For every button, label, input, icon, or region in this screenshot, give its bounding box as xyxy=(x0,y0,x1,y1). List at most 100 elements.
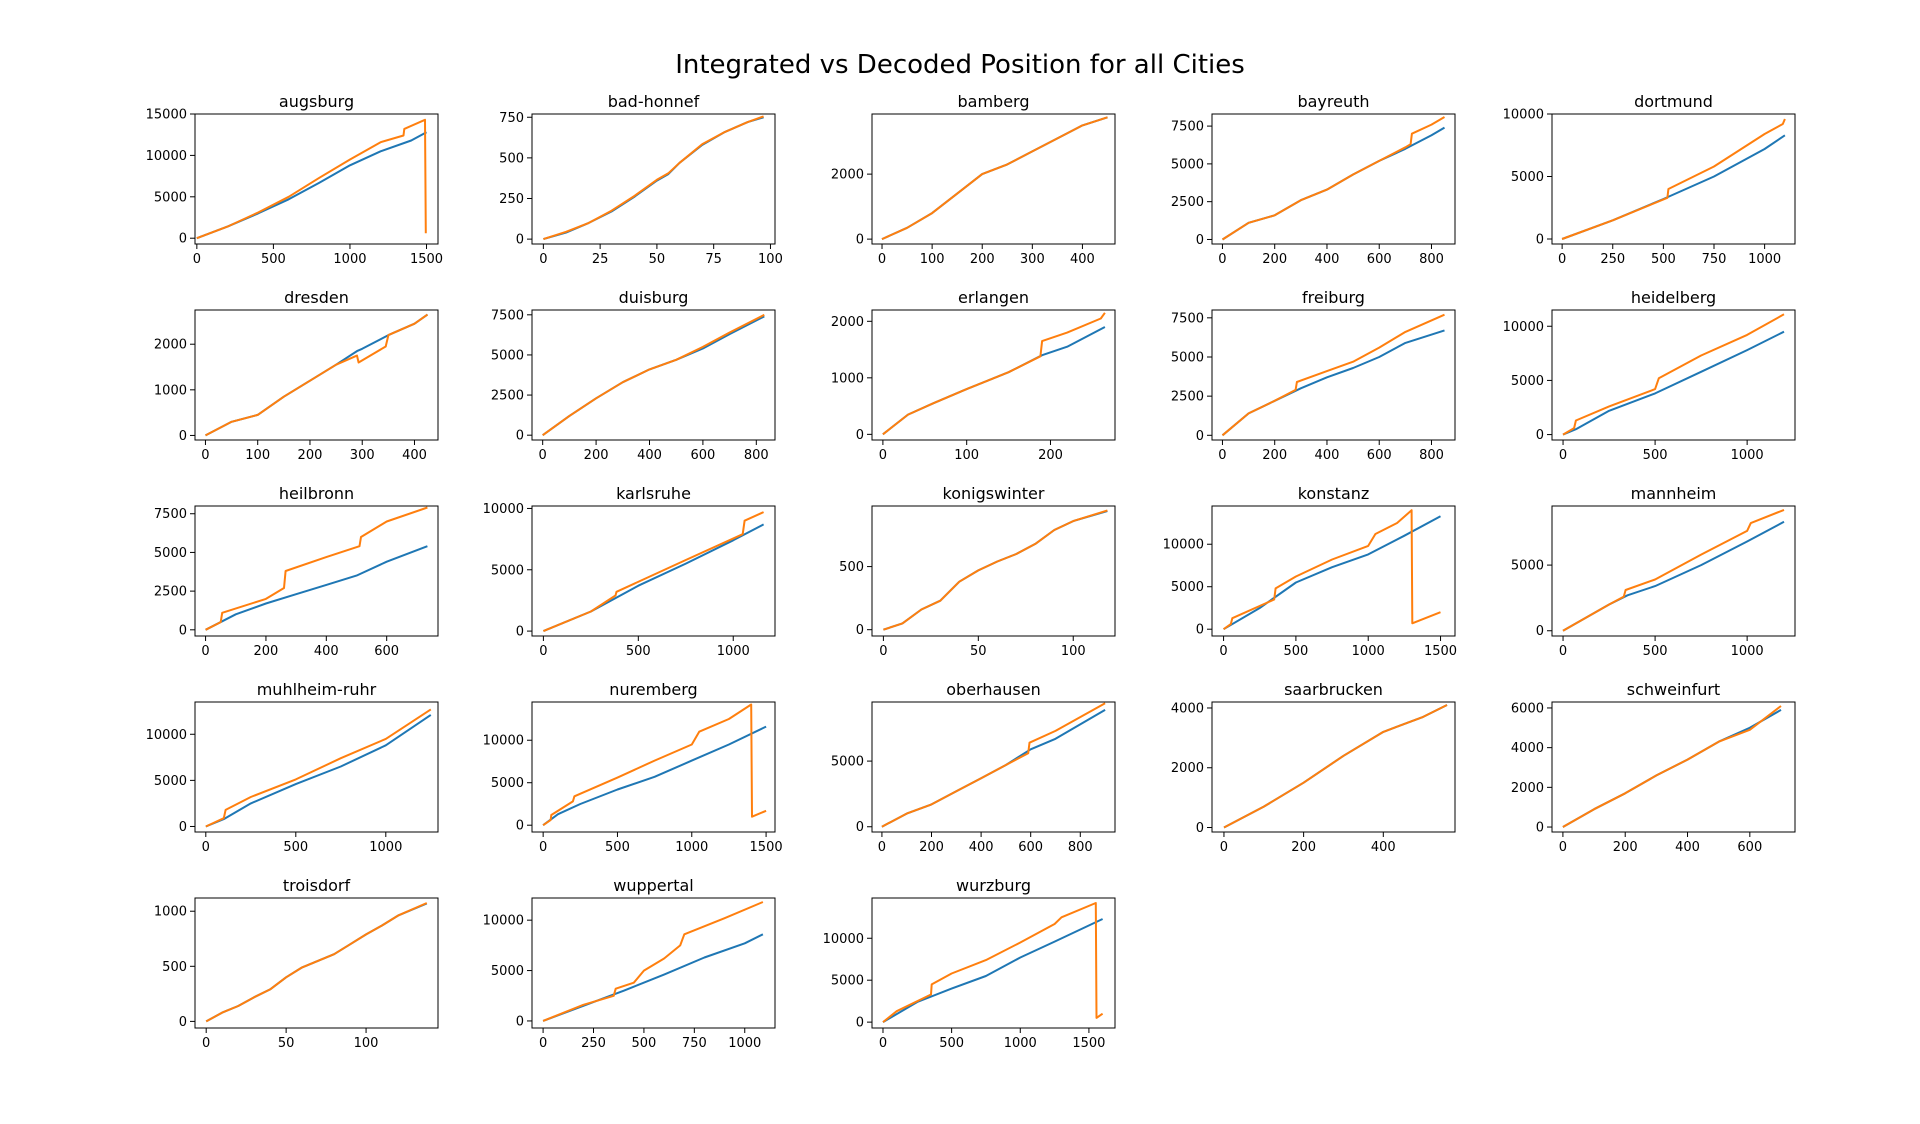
y-tick-label: 7500 xyxy=(491,308,524,323)
subplot-title: heilbronn xyxy=(279,484,354,503)
y-tick-label: 7500 xyxy=(1171,120,1204,135)
series-line-integrated xyxy=(1562,520,1785,632)
axes-frame xyxy=(531,897,776,1029)
y-tick-label: 5000 xyxy=(1511,170,1544,185)
series-line-decoded xyxy=(1561,118,1786,240)
series-line-integrated xyxy=(205,545,428,631)
subplot-title: bamberg xyxy=(958,92,1030,111)
subplot-title: dortmund xyxy=(1634,92,1713,111)
series-line-decoded xyxy=(881,116,1108,241)
x-tick-label: 500 xyxy=(1643,448,1668,463)
series-line-decoded xyxy=(1562,313,1785,436)
subplot-heilbronn: heilbronn 0 200 400 600 0 2500 5000 7500 xyxy=(154,484,439,659)
axes-frame xyxy=(1551,505,1796,637)
subplot-mannheim: mannheim 0 500 1000 0 5000 xyxy=(1511,484,1796,659)
y-tick-label: 2000 xyxy=(1511,781,1544,796)
y-tick-label: 0 xyxy=(1196,429,1204,444)
x-tick-label: 200 xyxy=(254,644,279,659)
y-tick-label: 0 xyxy=(179,232,187,247)
subplot-bayreuth: bayreuth 0 200 400 600 800 0 2500 5000 7500 xyxy=(1171,92,1456,267)
x-tick-label: 600 xyxy=(1737,840,1762,855)
y-tick-label: 0 xyxy=(1196,233,1204,248)
axes-frame xyxy=(531,505,776,637)
x-tick-label: 0 xyxy=(1218,252,1226,267)
subplot-title: bayreuth xyxy=(1297,92,1369,111)
y-tick-label: 0 xyxy=(1536,233,1544,248)
axes-frame xyxy=(531,113,776,245)
subplot-title: schweinfurt xyxy=(1627,680,1720,699)
y-tick-label: 5000 xyxy=(491,348,524,363)
x-tick-label: 200 xyxy=(1262,448,1287,463)
y-tick-label: 2000 xyxy=(154,338,187,353)
y-tick-label: 2000 xyxy=(831,168,864,183)
y-tick-label: 5000 xyxy=(491,563,524,578)
x-tick-label: 1500 xyxy=(1424,644,1457,659)
axes-frame xyxy=(871,113,1116,245)
series-line-decoded xyxy=(542,313,765,437)
subplot-dresden: dresden 0 100 200 300 400 0 1000 2000 xyxy=(154,288,439,463)
y-tick-label: 4000 xyxy=(1171,701,1204,716)
subplot-konstanz: konstanz 0 500 1000 1500 0 5000 10000 xyxy=(1163,484,1457,659)
x-tick-label: 750 xyxy=(1702,252,1727,267)
y-tick-label: 5000 xyxy=(1171,350,1204,365)
x-tick-label: 1000 xyxy=(369,840,402,855)
series-line-decoded xyxy=(196,118,427,240)
x-tick-label: 400 xyxy=(1315,448,1340,463)
subplot-title: konstanz xyxy=(1298,484,1370,503)
x-tick-label: 75 xyxy=(705,252,722,267)
y-tick-label: 0 xyxy=(856,1016,864,1031)
subplot-title: wuppertal xyxy=(613,876,693,895)
y-tick-label: 250 xyxy=(499,192,524,207)
y-tick-label: 0 xyxy=(856,233,864,248)
x-tick-label: 200 xyxy=(1038,448,1063,463)
x-tick-label: 0 xyxy=(878,252,886,267)
x-tick-label: 50 xyxy=(278,1036,295,1051)
series-line-decoded xyxy=(542,703,767,827)
y-tick-label: 750 xyxy=(499,111,524,126)
axes-frame xyxy=(1211,113,1456,245)
x-tick-label: 500 xyxy=(283,840,308,855)
x-tick-label: 1000 xyxy=(717,644,750,659)
x-tick-label: 1500 xyxy=(1072,1036,1105,1051)
axes-frame xyxy=(194,309,439,441)
x-tick-label: 200 xyxy=(1262,252,1287,267)
subplot-title: mannheim xyxy=(1631,484,1717,503)
y-tick-label: 0 xyxy=(179,1015,187,1030)
x-tick-label: 1000 xyxy=(1731,644,1764,659)
x-tick-label: 600 xyxy=(374,644,399,659)
subplot-nuremberg: nuremberg 0 500 1000 1500 0 5000 10000 xyxy=(483,680,783,855)
x-tick-label: 400 xyxy=(1675,840,1700,855)
x-tick-label: 100 xyxy=(920,252,945,267)
y-tick-label: 10000 xyxy=(1503,320,1544,335)
subplot-title: wurzburg xyxy=(956,876,1031,895)
y-tick-label: 0 xyxy=(1196,821,1204,836)
x-tick-label: 0 xyxy=(539,644,547,659)
series-line-integrated xyxy=(1562,330,1785,436)
y-tick-label: 2500 xyxy=(1171,195,1204,210)
y-tick-label: 0 xyxy=(516,1014,524,1029)
series-line-decoded xyxy=(205,708,432,828)
y-tick-label: 0 xyxy=(1536,428,1544,443)
series-line-decoded xyxy=(1221,313,1445,437)
x-tick-label: 1000 xyxy=(1731,448,1764,463)
x-tick-label: 300 xyxy=(350,448,375,463)
y-tick-label: 0 xyxy=(516,233,524,248)
axes-frame xyxy=(1211,505,1456,637)
x-tick-label: 500 xyxy=(261,252,286,267)
axes-frame xyxy=(1551,309,1796,441)
series-line-decoded xyxy=(1562,705,1782,828)
x-tick-label: 800 xyxy=(1419,252,1444,267)
y-tick-label: 6000 xyxy=(1511,701,1544,716)
y-tick-label: 500 xyxy=(162,960,187,975)
subplot-title: freiburg xyxy=(1302,288,1365,307)
subplot-oberhausen: oberhausen 0 200 400 600 800 0 5000 xyxy=(831,680,1116,855)
series-line-decoded xyxy=(1223,704,1448,829)
axes-frame xyxy=(194,113,439,245)
y-tick-label: 5000 xyxy=(1511,559,1544,574)
y-tick-label: 1000 xyxy=(154,383,187,398)
